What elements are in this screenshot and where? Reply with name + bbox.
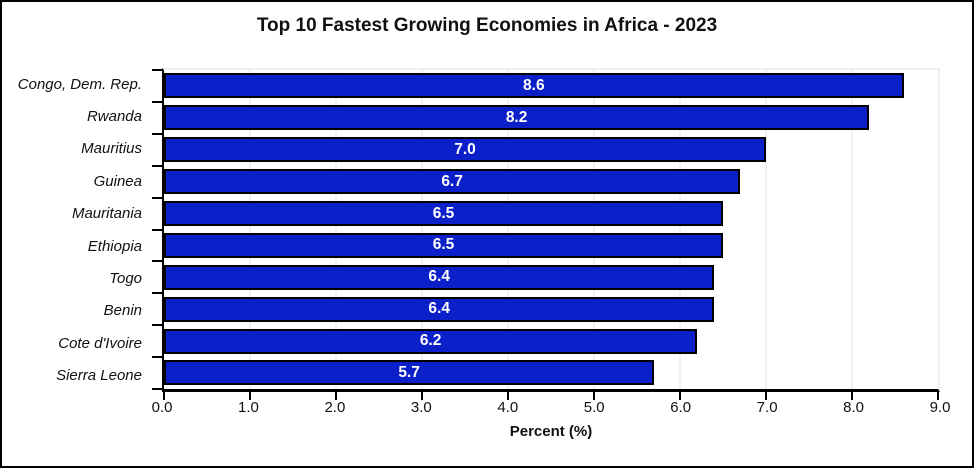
x-axis-tick-labels: 0.0 1.0 2.0 3.0 4.0 5.0 6.0 7.0 8.0 9.0 [152,399,951,417]
x-axis-tick [851,392,853,400]
y-axis-tick [152,132,162,135]
y-axis-category-labels: Congo, Dem. Rep. Rwanda Mauritius Guinea Mau… [2,68,152,392]
plot-area: 8.6 8.2 7.0 6.7 6.5 6.5 6.4 6.4 6.2 5.7 [152,68,940,400]
gridline [765,70,767,389]
bar-data-label: 6.7 [441,172,463,190]
bar-sierra-leone: 5.7 [164,360,655,386]
x-axis-tick [335,392,337,400]
category-label: Cote d'Ivoire [58,334,142,352]
bar-row: 6.5 [164,229,938,261]
bar-ethiopia: 6.5 [164,232,723,258]
bar-row: 8.2 [164,102,938,134]
x-tick-label: 6.0 [670,399,692,416]
bar-togo: 6.4 [164,264,715,290]
y-axis-tick [152,324,162,327]
gridline [420,70,423,389]
y-axis-tick [152,260,162,263]
bar-cote-d-ivoire: 6.2 [164,328,698,354]
gridline [851,70,853,389]
x-axis-tick [765,392,767,400]
gridline [335,70,337,389]
y-axis-tick [152,292,162,295]
category-label: Guinea [93,172,142,190]
bar-row: 5.7 [164,357,938,389]
y-axis-tick [152,228,162,231]
bar-row: 6.4 [164,293,938,325]
category-label: Benin [103,302,142,320]
y-axis-tick [152,388,162,390]
category-label: Rwanda [86,108,142,126]
bar-rwanda: 8.2 [164,105,870,131]
bar-row: 6.2 [164,325,938,357]
bar-benin: 6.4 [164,296,715,322]
bar-data-label: 6.5 [432,236,455,254]
y-axis-tick [152,196,162,199]
bar-data-label: 6.5 [432,204,455,222]
bar-data-label: 6.4 [428,300,450,318]
bar-guinea: 6.7 [164,169,741,195]
x-axis-tick [249,392,251,400]
x-tick-label: 4.0 [497,399,519,416]
chart-title: Top 10 Fastest Growing Economies in Afri… [256,15,718,36]
x-tick-label: 9.0 [929,399,951,416]
x-tick-label: 1.0 [238,399,259,416]
category-label: Mauritania [71,205,142,223]
x-tick-label: 5.0 [583,399,605,416]
x-tick-label: 7.0 [756,399,778,416]
bar-data-label: 7.0 [454,140,476,158]
bar-data-label: 5.7 [398,363,420,381]
y-axis-tick [152,69,162,71]
bar-row: 7.0 [164,134,938,166]
bar-row: 6.5 [164,198,938,230]
y-axis-tick [152,164,162,167]
category-label: Mauritius [81,140,142,158]
bar-data-label: 6.2 [419,332,442,350]
bar-mauritius: 7.0 [164,137,766,163]
y-axis-tick [152,356,162,359]
gridline [249,70,251,389]
bar-data-label: 8.2 [505,108,528,126]
x-tick-label: 3.0 [410,399,432,416]
x-axis-tick [420,392,423,400]
bar-row: 8.6 [164,70,938,102]
x-axis-title: Percent (%) [509,423,593,440]
category-label: Ethiopia [87,237,142,255]
category-label: Congo, Dem. Rep. [17,75,142,93]
x-axis-tick [593,392,595,400]
x-axis-tick [507,392,509,400]
y-axis-tick [152,100,162,103]
gridline [507,70,509,389]
gridline [678,70,681,389]
bar-data-label: 8.6 [523,76,545,94]
category-label: Togo [109,270,142,288]
x-tick-label: 2.0 [324,399,346,416]
x-axis-tick [163,392,165,400]
bar-row: 6.4 [164,261,938,293]
bar-mauritania: 6.5 [164,201,723,226]
x-axis-tick [937,392,939,400]
bar-data-label: 6.4 [428,268,450,286]
x-tick-label: 8.0 [843,399,864,416]
x-axis-tick [678,392,681,400]
category-label: Sierra Leone [56,367,142,385]
gridline [593,70,595,389]
bar-congo-dem-rep: 8.6 [164,73,904,99]
x-tick-label: 0.0 [151,399,173,416]
bar-row: 6.7 [164,166,938,198]
